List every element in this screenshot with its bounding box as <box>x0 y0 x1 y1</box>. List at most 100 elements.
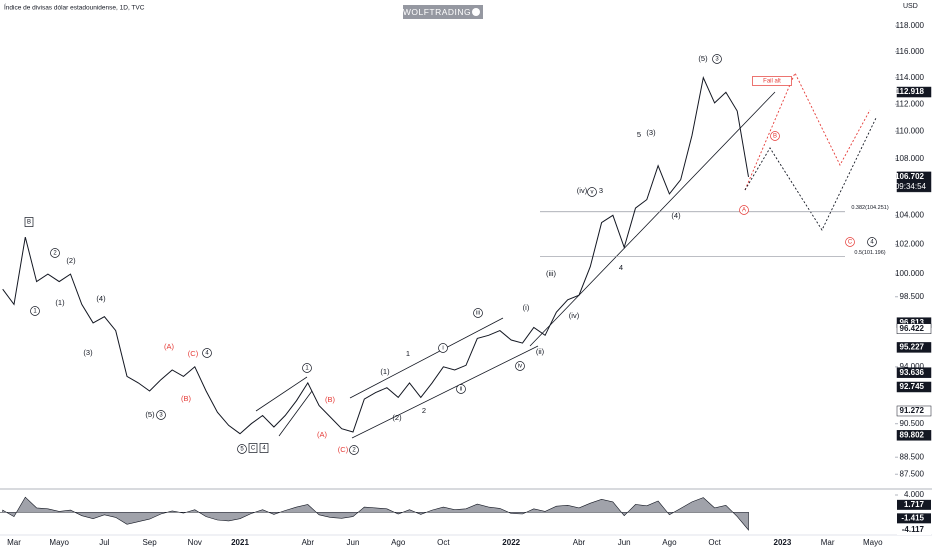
osc-marker-label: 1.717 <box>904 500 925 509</box>
wave-circle <box>587 187 597 197</box>
wave-label: 3 <box>159 413 163 419</box>
wave-box <box>752 76 792 86</box>
osc-marker-label: -1.415 <box>901 513 924 522</box>
price-marker-label: 93.636 <box>900 368 925 377</box>
wave-label: C <box>251 446 256 452</box>
price-line <box>2 76 749 435</box>
x-tick-label: Abr <box>302 538 315 547</box>
x-tick-label: Mar <box>7 538 21 547</box>
price-marker-label: 91.272 <box>900 406 925 415</box>
wave-label: (C) <box>188 349 199 358</box>
wave-label: A <box>742 208 746 214</box>
trendlines <box>255 91 776 439</box>
wave-label: 1 <box>305 366 309 372</box>
wave-label: 4 <box>205 351 209 357</box>
x-tick-label: Ago <box>391 538 406 547</box>
wave-box <box>24 217 34 227</box>
wave-label: B <box>27 220 31 226</box>
wave-label: iii <box>476 311 480 317</box>
osc-tick-label: 4.000 <box>904 490 925 499</box>
wave-circle <box>867 237 877 247</box>
wave-label: 3 <box>715 57 719 63</box>
wave-label: 2 <box>352 448 356 454</box>
badge-bg <box>403 5 483 19</box>
price-marker <box>896 430 932 441</box>
badge: WOLFTRADING <box>403 7 471 17</box>
wave-label: (2) <box>66 256 76 265</box>
wave-circle <box>438 343 448 353</box>
x-tick-label: Mayo <box>863 538 883 547</box>
wave-label: 4 <box>870 240 874 246</box>
wave-label: (i) <box>523 303 530 312</box>
x-tick-label: Jun <box>347 538 360 547</box>
badge-icon <box>472 8 480 16</box>
y-tick-label: 104.000 <box>895 210 924 219</box>
price-marker-label: 89.802 <box>900 430 925 439</box>
x-tick-label: Ago <box>662 538 677 547</box>
osc-marker <box>897 499 931 510</box>
wave-label: (iv) <box>569 311 580 320</box>
wave-circle <box>712 54 722 64</box>
y-tick-label: 102.000 <box>895 240 924 249</box>
wave-circle <box>456 384 466 394</box>
plot: 118.000116.000114.000112.000110.000108.0… <box>0 21 932 547</box>
wave-label: 4 <box>619 263 623 272</box>
price-marker-label: 96.813 <box>900 318 925 327</box>
wave-label: (4) <box>671 211 681 220</box>
wave-label: 2 <box>53 251 57 257</box>
wave-label: C <box>848 240 853 246</box>
price-marker-label: 95.227 <box>900 343 925 352</box>
osc-marker <box>897 524 931 535</box>
wave-label: (B) <box>325 395 336 404</box>
y-tick-label: 94.000 <box>900 362 925 371</box>
countdown: 09:34:54 <box>895 182 927 191</box>
y-tick-label: 98.500 <box>900 292 925 301</box>
price-marker <box>896 171 932 193</box>
price-marker-label: 106.702 <box>895 172 924 181</box>
wave-label: 4 <box>262 446 266 452</box>
x-tick-label: Oct <box>437 538 450 547</box>
wave-label: (3) <box>83 348 93 357</box>
price-marker-label: 96.422 <box>900 324 925 333</box>
wave-circle <box>237 444 247 454</box>
x-tick-label: Jun <box>618 538 631 547</box>
x-tick-label: 2022 <box>502 538 520 547</box>
price-marker <box>896 342 932 353</box>
chart-title: Índice de divisas dólar estadounidense, … <box>4 3 145 12</box>
wave-label: (iii) <box>546 269 556 278</box>
wave-label: (B) <box>181 394 192 403</box>
wave-label: (2) <box>392 413 402 422</box>
x-tick-label: Oct <box>708 538 721 547</box>
y-tick-label: 108.000 <box>895 154 924 163</box>
x-tick-label: Jul <box>99 538 109 547</box>
wave-label: i <box>442 346 443 352</box>
wave-label: ii <box>460 387 463 393</box>
x-tick-label: 2023 <box>774 538 792 547</box>
wave-label: (5) <box>698 54 708 63</box>
wave-label: 1 <box>406 349 410 358</box>
wave-label: 1 <box>33 309 37 315</box>
wave-circle <box>770 131 780 141</box>
wave-box <box>259 443 269 453</box>
wave-circle <box>202 348 212 358</box>
y-tick-label: 88.500 <box>900 452 925 461</box>
y-tick-label: 114.000 <box>896 73 925 82</box>
price-marker <box>896 405 932 417</box>
x-tick-label: 2021 <box>231 538 249 547</box>
x-tick-label: Nov <box>188 538 202 547</box>
wave-circle <box>302 363 312 373</box>
wave-circle <box>845 237 855 247</box>
wave-label: (iv) <box>577 186 588 195</box>
currency: USD <box>903 3 918 10</box>
x-tick-label: Mayo <box>49 538 69 547</box>
y-tick-label: 110.000 <box>896 126 925 135</box>
osc-marker-label: -4.117 <box>902 525 925 534</box>
wave-label: iv <box>518 364 522 370</box>
wave-label: Fail alt <box>763 79 781 85</box>
price-marker <box>896 367 932 378</box>
oscillator <box>2 496 749 531</box>
y-tick-label: 112.000 <box>896 99 925 108</box>
x-tick-label: Mar <box>821 538 835 547</box>
wave-circle <box>473 308 483 318</box>
x-tick-label: Sep <box>142 538 157 547</box>
